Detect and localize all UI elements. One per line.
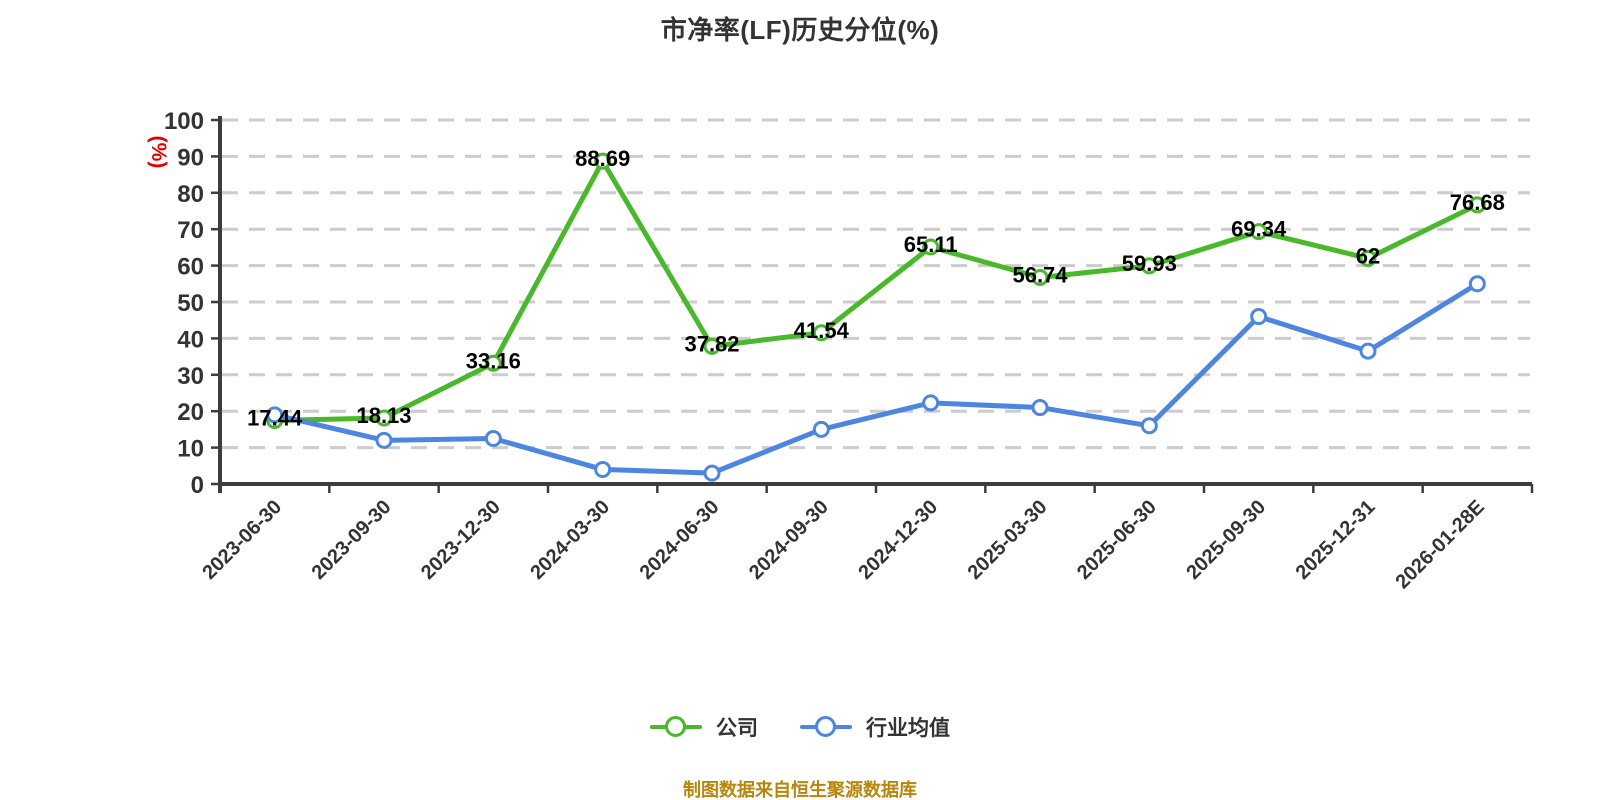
data-point-industry[interactable] [375,431,393,449]
data-point-industry[interactable] [703,464,721,482]
data-point-industry[interactable] [594,460,612,478]
data-label: 56.74 [1012,262,1068,287]
data-label: 65.11 [904,232,958,257]
x-axis-label: 2025-09-30 [1182,496,1270,584]
data-point-company[interactable] [1140,257,1158,275]
data-point-company[interactable] [1359,249,1377,267]
data-label: 76.68 [1450,190,1505,215]
data-point-industry[interactable] [1031,399,1049,417]
data-point-company[interactable] [703,337,721,355]
data-point-company[interactable] [922,238,940,256]
x-axis-label: 2024-09-30 [745,496,833,584]
y-tick-label: 40 [177,326,204,353]
company-series-marker-icon [650,716,702,738]
data-point-company[interactable] [1031,268,1049,286]
x-axis-label: 2024-03-30 [526,496,614,584]
x-axis-label: 2026-01-28E [1392,496,1489,593]
y-tick-label: 60 [177,254,204,281]
legend-label-company: 公司 [716,717,758,740]
legend-label-industry-average: 行业均值 [866,717,950,740]
y-tick-label: 100 [164,108,204,135]
y-tick-label: 70 [177,217,204,244]
data-label: 18.13 [356,403,411,428]
chart-title: 市净率(LF)历史分位(%) [660,15,940,45]
x-axis-label: 2023-06-30 [198,496,286,584]
x-axis-label: 2025-06-30 [1073,496,1161,584]
data-label: 69.34 [1231,217,1287,242]
y-tick-label: 30 [177,363,204,390]
x-axis-label: 2023-09-30 [308,496,396,584]
y-tick-label: 50 [177,290,204,317]
data-label: 33.16 [466,348,521,373]
data-label: 17.44 [247,406,303,431]
data-point-company[interactable] [594,152,612,170]
legend-item-industry-average[interactable]: 行业均值 [800,712,950,742]
data-point-company[interactable] [375,409,393,427]
data-source-note: 制图数据来自恒生聚源数据库 [683,780,917,800]
legend-item-company[interactable]: 公司 [650,712,758,742]
data-point-company[interactable] [1468,196,1486,214]
data-point-industry[interactable] [1250,308,1268,326]
data-label: 59.93 [1122,251,1177,276]
data-point-industry[interactable] [266,406,284,424]
x-axis-label: 2025-12-31 [1292,496,1380,584]
data-point-company[interactable] [1250,223,1268,241]
x-axis-label: 2023-12-30 [417,496,505,584]
data-point-industry[interactable] [922,394,940,412]
data-label: 88.69 [575,146,630,171]
data-point-industry[interactable] [1140,417,1158,435]
y-tick-label: 10 [177,436,204,463]
x-axis-label: 2024-06-30 [636,496,724,584]
data-point-industry[interactable] [1359,342,1377,360]
x-axis-label: 2024-12-30 [854,496,942,584]
data-point-company[interactable] [812,324,830,342]
series-line-industry [272,281,1480,476]
y-tick-label: 80 [177,181,204,208]
x-axis-label: 2025-03-30 [964,496,1052,584]
data-point-industry[interactable] [484,430,502,447]
industry-series-marker-icon [800,716,852,738]
series-line-company [272,158,1480,424]
data-point-industry[interactable] [812,420,830,438]
legend: 公司 行业均值 [0,712,1600,742]
y-tick-label: 0 [191,472,204,499]
data-label: 41.54 [794,318,850,343]
y-tick-label: 90 [177,144,204,171]
data-label: 62 [1356,243,1380,268]
data-point-industry[interactable] [1468,275,1486,293]
data-label: 37.82 [684,331,739,356]
data-point-company[interactable] [484,354,502,372]
y-tick-label: 20 [177,399,204,426]
